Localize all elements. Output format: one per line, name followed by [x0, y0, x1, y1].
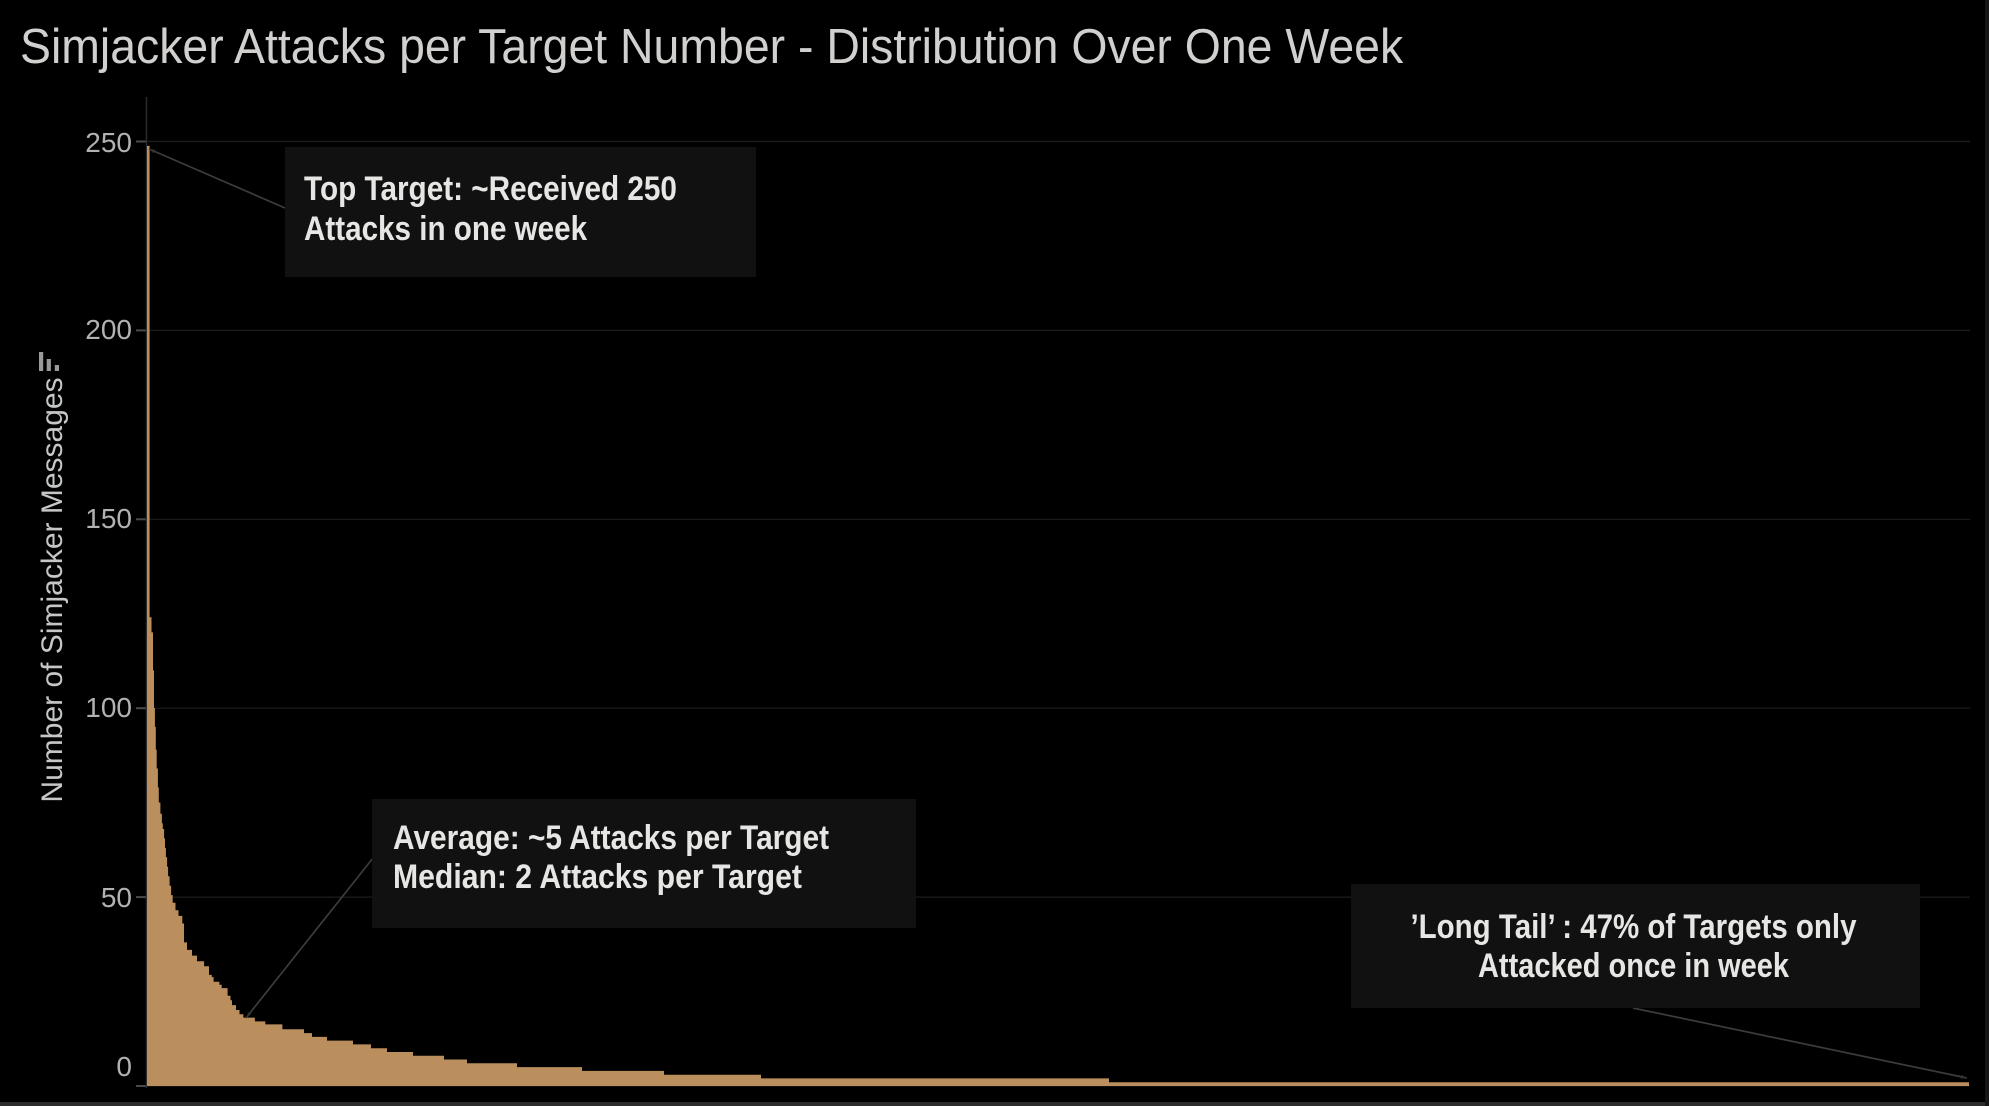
svg-text:Number of Simjacker Messages: Number of Simjacker Messages [36, 377, 69, 802]
